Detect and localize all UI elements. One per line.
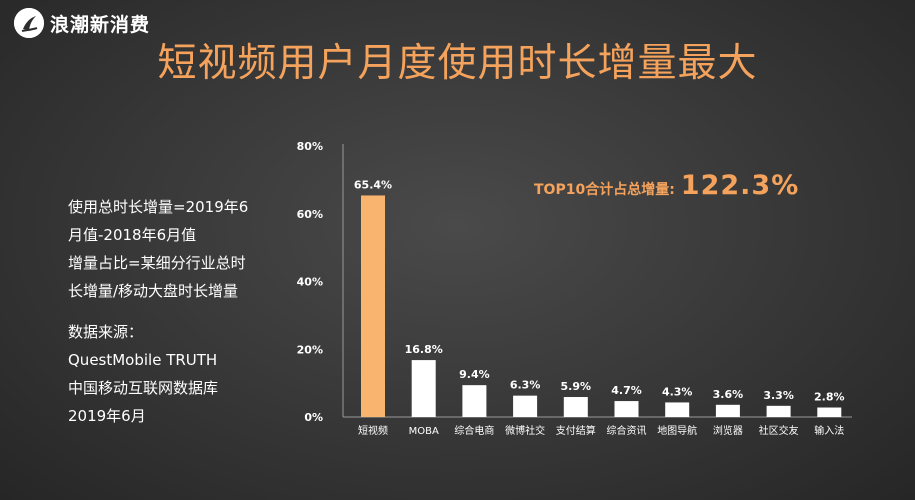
y-tick-label: 0% <box>304 411 323 424</box>
data-label: 65.4% <box>354 178 392 191</box>
x-tick-label: 社区交友 <box>759 424 799 437</box>
bar <box>715 404 740 417</box>
top10-callout: TOP10合计占总增量: 122.3% <box>534 170 799 201</box>
y-tick-label: 20% <box>297 343 323 356</box>
page-title: 短视频用户月度使用时长增量最大 <box>157 41 758 86</box>
y-tick-label: 80% <box>297 140 323 153</box>
x-tick-label: 地图导航 <box>657 424 697 437</box>
brand-logo: 浪潮新消费 <box>14 8 150 38</box>
y-tick-label: 60% <box>297 208 323 221</box>
definition-line: 增量占比=某细分行业总时 <box>68 254 246 272</box>
data-label: 3.3% <box>763 389 794 402</box>
x-tick-label: 综合电商 <box>454 424 494 437</box>
x-tick-label: 支付结算 <box>556 424 596 437</box>
x-tick-label: 微博社交 <box>505 424 545 437</box>
data-label: 4.7% <box>611 384 642 397</box>
data-label: 16.8% <box>405 343 443 356</box>
definition-line: 使用总时长增量=2019年6 <box>68 198 249 216</box>
x-tick-label: 输入法 <box>814 424 844 437</box>
data-label: 2.8% <box>814 391 845 404</box>
source-line: 中国移动互联网数据库 <box>68 379 219 397</box>
bar <box>817 407 842 417</box>
top10-label: TOP10合计占总增量: <box>534 182 675 198</box>
bar <box>563 397 588 417</box>
bar <box>513 395 538 417</box>
source-line: 数据来源： <box>68 323 144 341</box>
definition-note: 使用总时长增量=2019年6 月值-2018年6月值 增量占比=某细分行业总时 … <box>68 193 248 305</box>
bar <box>411 360 436 417</box>
bar <box>766 405 791 417</box>
data-label: 3.6% <box>713 388 744 401</box>
bar <box>614 401 639 417</box>
bar <box>665 402 690 417</box>
x-tick-label: 综合资讯 <box>607 424 647 437</box>
x-tick-label: 短视频 <box>358 424 388 437</box>
definition-line: 月值-2018年6月值 <box>68 226 197 244</box>
bar <box>361 195 385 417</box>
wave-logo-icon <box>14 8 44 38</box>
definition-line: 长增量/移动大盘时长增量 <box>68 282 239 300</box>
x-tick-label: MOBA <box>409 426 439 437</box>
brand-name: 浪潮新消费 <box>50 13 151 36</box>
top10-value: 122.3% <box>680 170 800 201</box>
source-note: 数据来源： QuestMobile TRUTH 中国移动互联网数据库 2019年… <box>68 318 218 430</box>
x-tick-label: 浏览器 <box>713 424 743 437</box>
y-tick-label: 40% <box>297 276 323 289</box>
bar <box>462 385 487 417</box>
data-label: 4.3% <box>662 385 693 398</box>
source-line: QuestMobile TRUTH <box>68 351 218 369</box>
source-line: 2019年6月 <box>68 407 146 425</box>
data-label: 6.3% <box>510 379 541 392</box>
data-label: 5.9% <box>561 380 592 393</box>
data-label: 9.4% <box>459 368 490 381</box>
